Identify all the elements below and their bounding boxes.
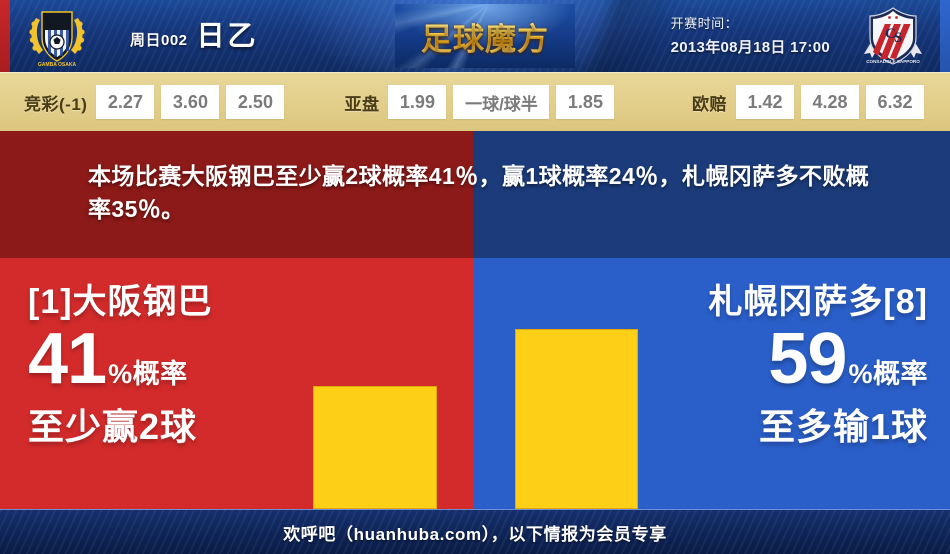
odds-group-label: 亚盘 — [344, 94, 380, 114]
away-team-stats: 札幌冈萨多[8] 59 %概率 至多输1球 — [708, 274, 928, 450]
odds-cell-handicap[interactable]: 一球/球半 — [453, 85, 550, 119]
footer: 欢呼吧（huanhuba.com），以下情报为会员专享 — [0, 509, 950, 554]
svg-text:C: C — [885, 26, 896, 42]
footer-stripe-texture — [0, 510, 950, 554]
match-round: 周日002 — [130, 32, 188, 49]
home-percent-suffix: %概率 — [108, 359, 188, 389]
home-percent-row: 41 %概率 — [28, 319, 213, 399]
odds-group-label: 欧赔 — [692, 94, 727, 114]
league-info: 周日002 日乙 — [130, 14, 259, 54]
home-probability-bar — [313, 386, 437, 509]
probability-panels: [1]大阪钢巴 41 %概率 至少赢2球 札幌冈萨多[8] 59 %概率 至多输… — [0, 258, 950, 509]
odds-cell[interactable]: 1.85 — [556, 85, 615, 119]
summary-text: 本场比赛大阪钢巴至少赢2球概率41％，赢1球概率24％，札幌冈萨多不败概率35％… — [88, 163, 870, 223]
odds-group-jingcai: 竞彩(-1) 2.27 3.60 2.50 — [24, 85, 285, 119]
gamba-osaka-crest-icon: GAMBA OSAKA — [29, 11, 85, 68]
home-team-name: [1]大阪钢巴 — [28, 283, 213, 321]
away-team-panel: 札幌冈萨多[8] 59 %概率 至多输1球 — [473, 258, 950, 509]
kickoff-value: 2013年08月18日 17:00 — [670, 39, 830, 56]
odds-cell[interactable]: 4.28 — [801, 85, 859, 119]
home-percent-value: 41 — [28, 319, 107, 399]
away-probability-bar — [515, 329, 638, 509]
home-team-stats: [1]大阪钢巴 41 %概率 至少赢2球 — [28, 274, 213, 450]
kickoff-label: 开赛时间： — [670, 16, 739, 31]
footer-text: 欢呼吧（huanhuba.com），以下情报为会员专享 — [283, 524, 667, 544]
svg-text:S: S — [894, 30, 902, 46]
svg-text:GAMBA OSAKA: GAMBA OSAKA — [38, 62, 77, 68]
summary-band-right-half — [473, 131, 950, 258]
home-outcome-label: 至少赢2球 — [28, 406, 198, 448]
svg-text:CONSADOLE SAPPORO: CONSADOLE SAPPORO — [866, 59, 920, 64]
odds-cell[interactable]: 3.60 — [161, 85, 220, 119]
header-right-blue-edge — [940, 0, 950, 72]
odds-group-label: 竞彩(-1) — [24, 94, 88, 114]
odds-group-european: 欧赔 1.42 4.28 6.32 — [692, 85, 924, 119]
brand-logo-text: 足球魔方 — [421, 14, 549, 59]
league-name: 日乙 — [196, 20, 259, 51]
away-percent-suffix: %概率 — [848, 359, 928, 389]
odds-group-asian-handicap: 亚盘 1.99 一球/球半 1.85 — [344, 85, 615, 119]
odds-cell[interactable]: 2.50 — [226, 85, 285, 119]
home-team-panel: [1]大阪钢巴 41 %概率 至少赢2球 — [0, 258, 473, 509]
summary-band-left-half — [0, 131, 473, 258]
odds-cell[interactable]: 6.32 — [866, 85, 924, 119]
away-percent-value: 59 — [768, 319, 847, 399]
header: GAMBA OSAKA 周日002 日乙 足球魔方 开赛时间： 2013年08月… — [0, 0, 950, 72]
away-percent-row: 59 %概率 — [708, 319, 928, 399]
consadole-sapporo-crest-icon: C S CONSADOLE SAPPORO — [864, 7, 922, 65]
away-outcome-label: 至多输1球 — [758, 406, 928, 448]
header-left-red-edge — [0, 0, 10, 72]
logo-light-rays — [395, 4, 575, 68]
odds-cell[interactable]: 1.99 — [388, 85, 447, 119]
odds-cell[interactable]: 2.27 — [96, 85, 155, 119]
summary-band — [0, 131, 950, 258]
odds-cell[interactable]: 1.42 — [736, 85, 794, 119]
kickoff-info: 开赛时间： 2013年08月18日 17:00 — [671, 13, 830, 57]
brand-logo: 足球魔方 — [395, 4, 575, 68]
away-team-name: 札幌冈萨多[8] — [708, 283, 928, 321]
odds-bar: 竞彩(-1) 2.27 3.60 2.50 亚盘 1.99 一球/球半 1.85… — [0, 72, 950, 131]
